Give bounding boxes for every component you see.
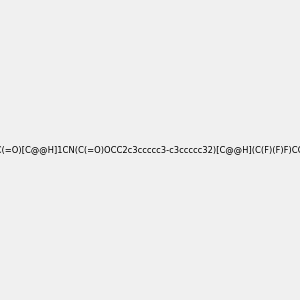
Text: OC(=O)[C@@H]1CN(C(=O)OCC2c3ccccc3-c3ccccc32)[C@@H](C(F)(F)F)CO1: OC(=O)[C@@H]1CN(C(=O)OCC2c3ccccc3-c3cccc…	[0, 146, 300, 154]
